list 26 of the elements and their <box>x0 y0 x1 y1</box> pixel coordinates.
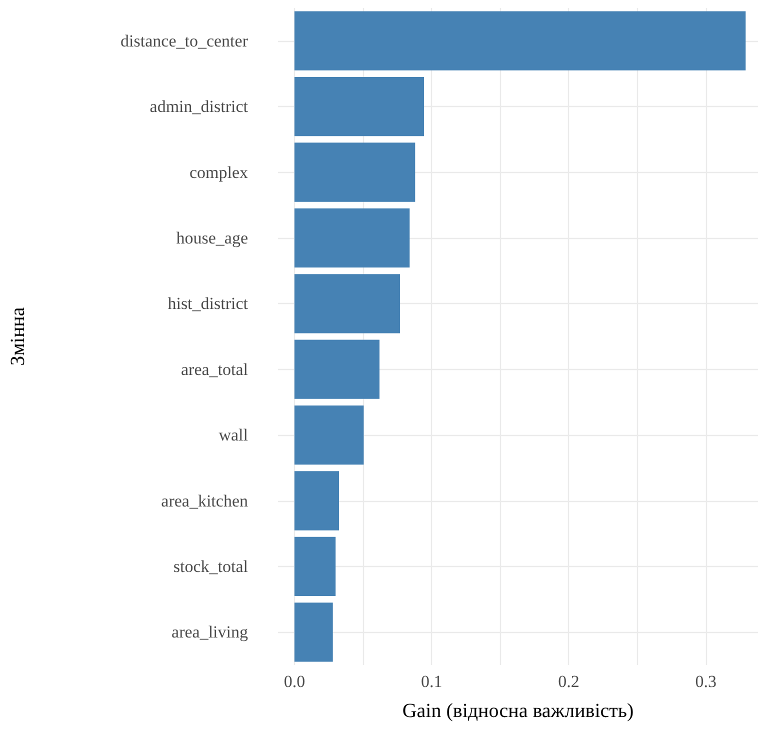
x-tick-label: 0.0 <box>284 672 306 691</box>
y-axis-title: Змінна <box>7 307 29 366</box>
bar <box>294 471 340 530</box>
bar <box>294 142 416 202</box>
bar <box>294 274 400 334</box>
bar <box>294 11 746 70</box>
y-tick-label: hist_district <box>168 294 248 314</box>
bar <box>294 405 364 465</box>
y-tick-label: area_total <box>180 360 248 379</box>
y-tick-label: house_age <box>176 228 248 248</box>
y-tick-label: area_living <box>172 622 248 642</box>
y-tick-label: admin_district <box>150 97 248 116</box>
x-tick-label: 0.3 <box>695 672 717 691</box>
x-axis-title: Gain (відносна важливість) <box>402 700 634 722</box>
x-tick-label: 0.1 <box>420 672 442 691</box>
y-tick-label: distance_to_center <box>120 31 248 50</box>
y-tick-label: wall <box>218 426 248 445</box>
y-tick-label: stock_total <box>173 556 248 576</box>
bar <box>294 76 424 136</box>
bar <box>294 340 380 399</box>
x-tick-label: 0.2 <box>558 672 580 691</box>
bar <box>294 536 336 596</box>
y-tick-label: complex <box>189 162 248 182</box>
bar <box>294 602 333 662</box>
bar <box>294 208 410 268</box>
y-tick-label: area_kitchen <box>161 491 248 510</box>
